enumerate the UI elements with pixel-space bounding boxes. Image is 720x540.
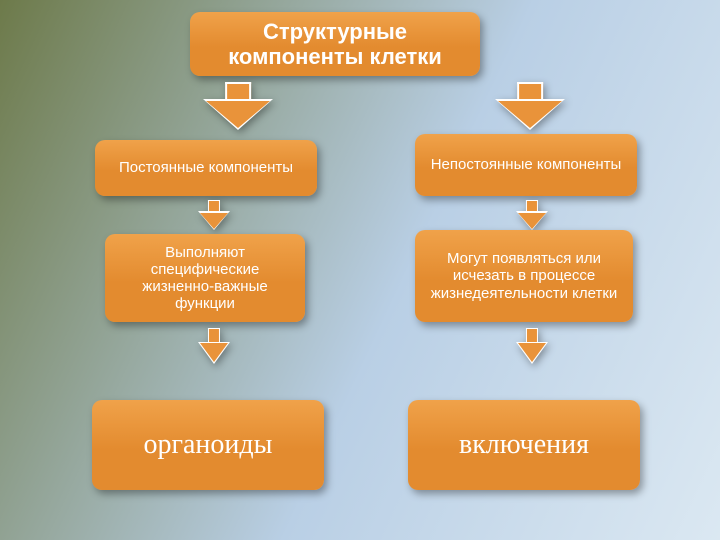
node-text: Могут появляться или исчезать в процессе… [427,250,621,302]
node-organoids: органоиды [92,400,324,490]
node-root: Структурные компоненты клетки [190,12,480,76]
node-text: Непостоянные компоненты [431,156,622,173]
node-appear-disappear: Могут появляться или исчезать в процессе… [415,230,633,322]
arrow-down-icon [206,82,270,132]
node-functions: Выполняют специфические жизненно-важные … [105,234,305,322]
node-text: Постоянные компоненты [119,159,293,176]
diagram-stage: Структурные компоненты клетки Постоянные… [0,0,720,540]
node-nonpermanent-components: Непостоянные компоненты [415,134,637,196]
node-inclusions: включения [408,400,640,490]
arrow-down-icon [200,328,228,364]
arrow-down-icon [200,200,228,230]
node-text: органоиды [144,429,273,461]
node-text: включения [459,429,589,461]
node-root-text: Структурные компоненты клетки [202,19,468,70]
node-text: Выполняют специфические жизненно-важные … [117,244,293,313]
node-permanent-components: Постоянные компоненты [95,140,317,196]
arrow-down-icon [518,200,546,230]
arrow-down-icon [498,82,562,132]
arrow-down-icon [518,328,546,364]
